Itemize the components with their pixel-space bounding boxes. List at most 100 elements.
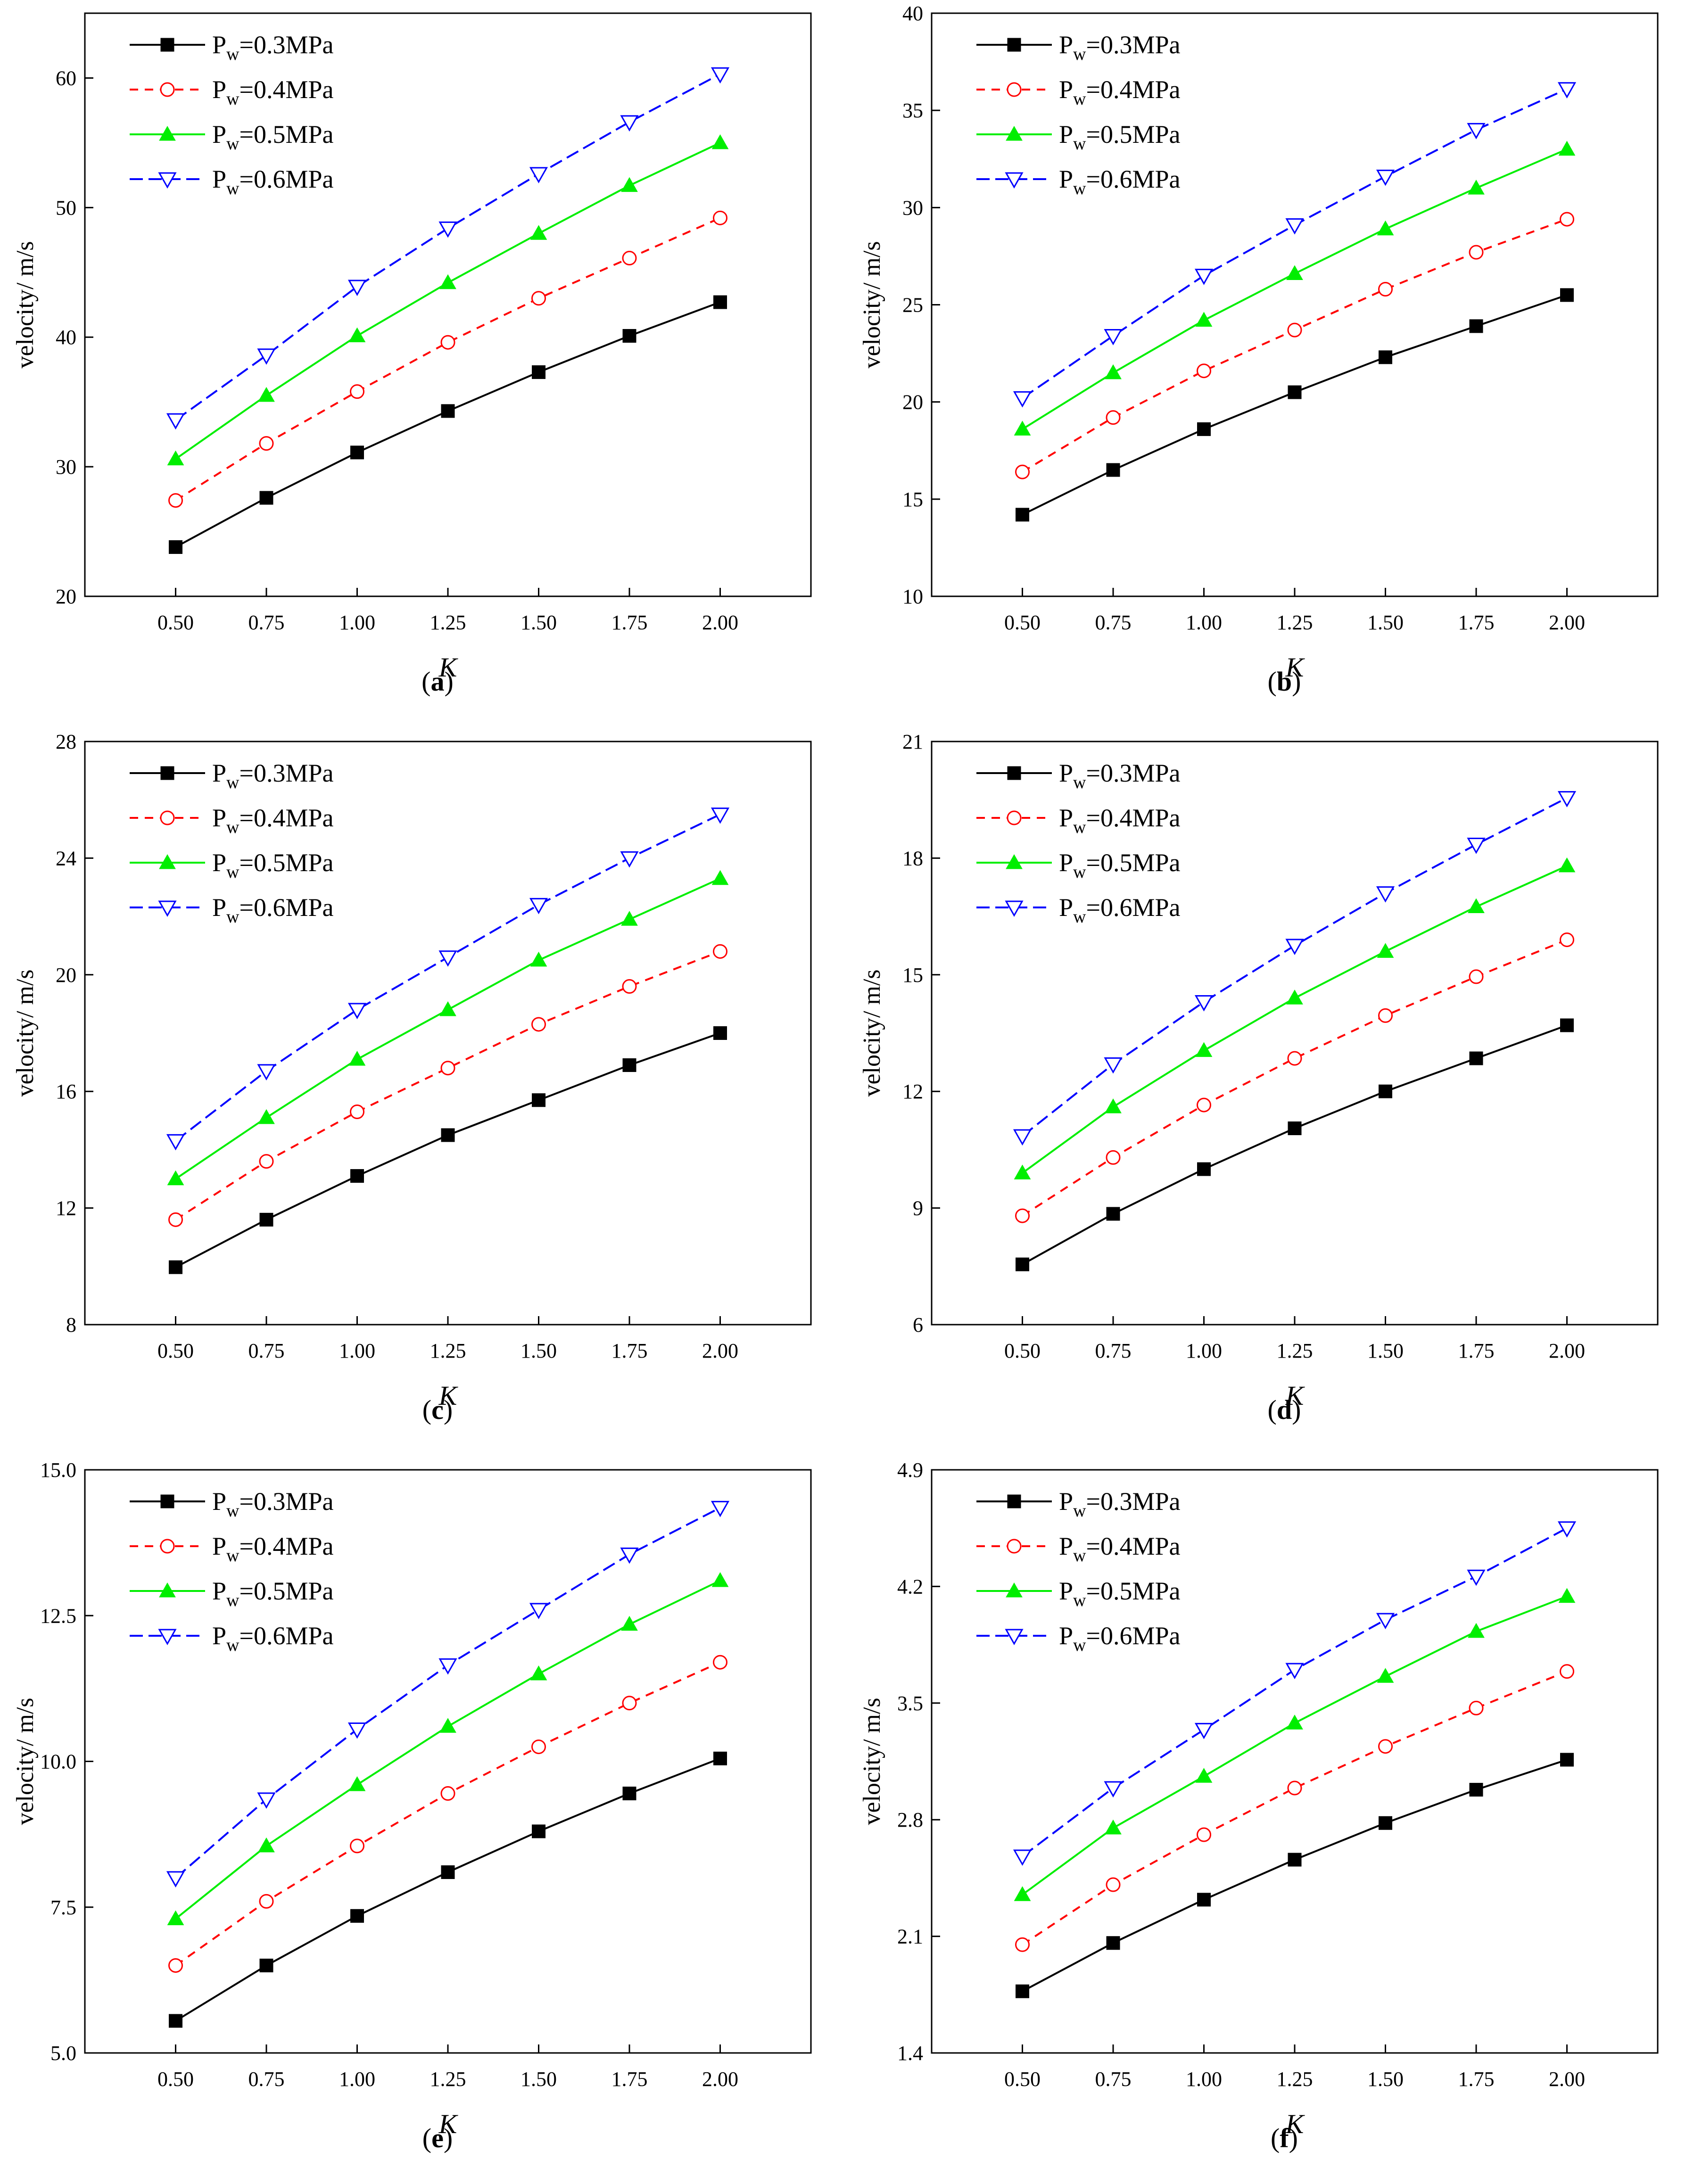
data-point-series-2 xyxy=(258,1109,275,1124)
data-point-series-2 xyxy=(439,274,456,289)
legend-marker-2 xyxy=(159,854,176,869)
x-tick-label: 0.75 xyxy=(248,611,285,634)
legend-label-base: P xyxy=(1059,1532,1073,1560)
panel-caption: (d) xyxy=(1268,1394,1301,1425)
data-point-series-0 xyxy=(1197,1162,1211,1176)
legend-label-2: Pw=0.5MPa xyxy=(212,120,334,154)
legend-label-base: P xyxy=(212,849,226,877)
caption-close: ) xyxy=(445,666,454,697)
data-point-series-1 xyxy=(622,979,637,994)
y-tick-label: 15 xyxy=(902,488,923,511)
data-point-series-0 xyxy=(532,365,545,379)
data-point-series-0 xyxy=(532,1093,545,1107)
data-point-series-3 xyxy=(1376,886,1395,903)
data-point-series-0 xyxy=(713,1026,727,1040)
data-point-series-0 xyxy=(1560,1018,1574,1032)
data-point-series-1 xyxy=(1287,1780,1302,1796)
data-point-series-1 xyxy=(1469,245,1484,260)
legend-label-sub: w xyxy=(226,134,240,154)
data-point-series-0 xyxy=(1016,508,1029,522)
plot-frame xyxy=(84,12,812,597)
legend-label-base: P xyxy=(212,165,226,193)
legend-label-base: P xyxy=(1059,849,1073,877)
x-tick-label: 2.00 xyxy=(1549,2068,1585,2091)
data-point-series-2 xyxy=(711,870,729,885)
legend-label-rest: =0.4MPa xyxy=(240,1532,334,1560)
data-point-series-3 xyxy=(438,950,457,967)
y-tick-label: 20 xyxy=(56,964,76,987)
data-point-series-0 xyxy=(441,1865,455,1879)
data-point-series-1 xyxy=(1560,212,1574,227)
y-tick-label: 10 xyxy=(902,585,923,608)
plot-frame xyxy=(84,1469,812,2054)
panel-caption: (a) xyxy=(421,666,454,697)
legend-label-rest: =0.6MPa xyxy=(1086,893,1181,922)
data-point-series-0 xyxy=(350,1169,364,1183)
caption-letter: f xyxy=(1280,2123,1289,2153)
data-point-series-3 xyxy=(1104,1057,1123,1074)
panel-caption: (f) xyxy=(1271,2123,1298,2153)
data-point-series-2 xyxy=(167,1910,184,1925)
x-tick-label: 2.00 xyxy=(702,1339,738,1362)
data-point-series-0 xyxy=(532,1824,545,1838)
legend-label-rest: =0.6MPa xyxy=(240,1622,334,1650)
legend-label-rest: =0.5MPa xyxy=(240,120,334,148)
legend-label-sub: w xyxy=(226,179,240,198)
legend-label-3: Pw=0.6MPa xyxy=(212,893,334,927)
legend-label-3: Pw=0.6MPa xyxy=(1059,165,1181,198)
data-point-series-1 xyxy=(168,1958,183,1973)
x-tick-label: 1.75 xyxy=(611,611,648,634)
chart-panel-f: 0.50 0.75 1.00 1.25 1.50 1.75 2.00 1.4 2.1 2.8 3.5… xyxy=(859,1459,1659,2153)
legend-label-2: Pw=0.5MPa xyxy=(1059,120,1181,154)
legend-label-base: P xyxy=(212,893,226,922)
y-tick-label: 4.2 xyxy=(897,1575,923,1598)
caption-open: ( xyxy=(1268,1394,1277,1425)
legend-marker-3 xyxy=(158,172,177,189)
data-point-series-1 xyxy=(259,436,274,451)
caption-close: ) xyxy=(444,2123,453,2153)
data-point-series-2 xyxy=(1558,140,1576,156)
data-point-series-0 xyxy=(1016,1984,1029,1998)
data-point-series-0 xyxy=(169,2014,182,2028)
data-point-series-3 xyxy=(711,1500,730,1517)
panel-caption: (e) xyxy=(422,2123,453,2153)
data-point-series-3 xyxy=(1557,791,1577,808)
data-point-series-3 xyxy=(1194,995,1214,1012)
legend-label-3: Pw=0.6MPa xyxy=(1059,1622,1181,1655)
legend-marker-3 xyxy=(1005,172,1024,189)
data-point-series-0 xyxy=(1379,1816,1392,1830)
data-point-series-3 xyxy=(1285,1663,1304,1680)
data-point-series-0 xyxy=(1106,463,1120,477)
legend-label-sub: w xyxy=(1073,817,1086,837)
legend-label-base: P xyxy=(1059,75,1073,104)
legend-label-sub: w xyxy=(1073,134,1086,154)
data-point-series-2 xyxy=(1558,857,1576,873)
data-point-series-2 xyxy=(1014,420,1031,436)
data-point-series-2 xyxy=(530,225,547,240)
data-point-series-3 xyxy=(347,1722,367,1739)
data-point-series-3 xyxy=(347,280,367,297)
data-point-series-0 xyxy=(1469,1783,1483,1797)
x-tick-label: 1.00 xyxy=(1186,2068,1222,2091)
data-point-series-2 xyxy=(1286,265,1303,280)
y-tick-label: 40 xyxy=(902,2,923,25)
series-line-1 xyxy=(175,217,721,502)
y-tick-label: 18 xyxy=(902,847,923,870)
data-point-series-3 xyxy=(1013,1849,1032,1866)
legend-marker-0 xyxy=(160,1494,174,1508)
y-tick-label: 5.0 xyxy=(50,2042,76,2065)
data-point-series-3 xyxy=(711,67,730,84)
legend-marker-0 xyxy=(1007,766,1021,780)
x-tick-label: 1.50 xyxy=(521,1339,557,1362)
legend-label-rest: =0.6MPa xyxy=(240,893,334,922)
legend-label-rest: =0.4MPa xyxy=(1086,1532,1181,1560)
data-point-series-0 xyxy=(1288,1853,1302,1867)
caption-close: ) xyxy=(1292,666,1301,697)
data-point-series-3 xyxy=(711,808,730,824)
legend-marker-1 xyxy=(1007,810,1022,825)
chart-panel-d: 0.50 0.75 1.00 1.25 1.50 1.75 2.00 6 9 12 15 18 21 Kv… xyxy=(859,730,1659,1425)
x-tick-label: 1.25 xyxy=(430,2068,466,2091)
data-point-series-1 xyxy=(1197,1097,1211,1113)
legend-label-base: P xyxy=(1059,1577,1073,1605)
legend-label-sub: w xyxy=(1073,1501,1086,1521)
